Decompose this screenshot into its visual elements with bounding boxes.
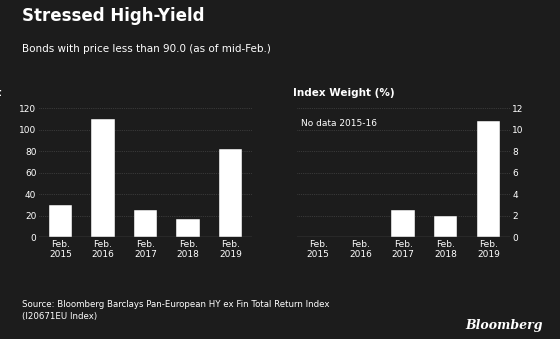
- Text: Index Weight (%): Index Weight (%): [292, 88, 394, 98]
- Text: No data 2015-16: No data 2015-16: [301, 119, 377, 128]
- Text: Bonds with price less than 90.0 (as of mid-Feb.): Bonds with price less than 90.0 (as of m…: [22, 44, 271, 54]
- Bar: [477, 121, 500, 237]
- Bar: [49, 205, 72, 237]
- Bar: [391, 211, 415, 237]
- Text: Bond Count: Bond Count: [0, 88, 1, 98]
- Bar: [176, 219, 200, 237]
- Bar: [434, 216, 458, 237]
- Text: Bloomberg: Bloomberg: [466, 319, 543, 332]
- Text: Stressed High-Yield: Stressed High-Yield: [22, 7, 205, 25]
- Bar: [134, 211, 157, 237]
- Bar: [219, 149, 242, 237]
- Bar: [91, 119, 115, 237]
- Text: Source: Bloomberg Barclays Pan-European HY ex Fin Total Return Index
(I20671EU I: Source: Bloomberg Barclays Pan-European …: [22, 300, 330, 321]
